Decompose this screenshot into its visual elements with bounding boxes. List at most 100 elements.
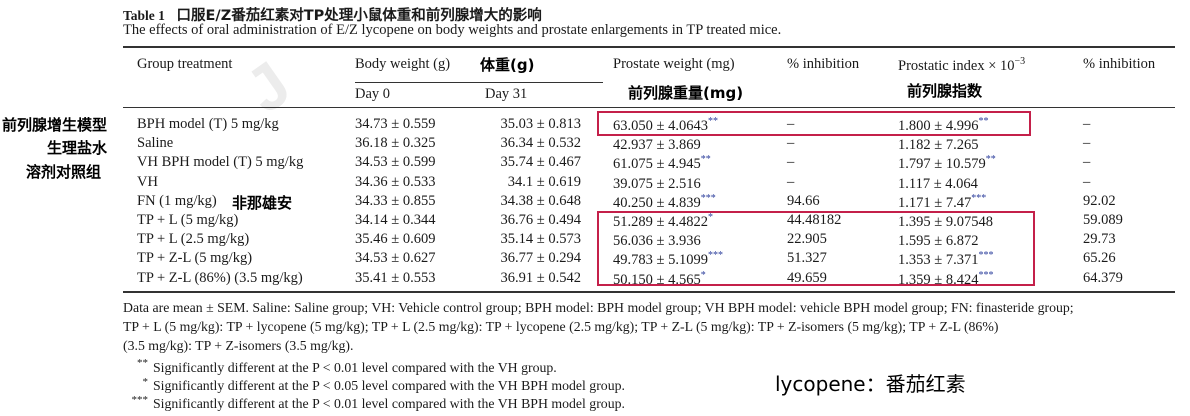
cell-inhibition-1: 22.905 (787, 231, 827, 248)
cell-day0-text: 36.18 ± 0.325 (355, 135, 436, 151)
cell-inhibition-1-text: 22.905 (787, 231, 827, 247)
cell-prostatic-index-text: 1.595 ± 6.872 (898, 232, 979, 249)
cell-inhibition-2-text: 65.26 (1083, 250, 1116, 266)
cell-inhibition-1: – (787, 154, 794, 171)
cell-day31: 34.38 ± 0.648 (485, 193, 581, 210)
cell-day31-text: 34.1 ± 0.619 (507, 174, 581, 190)
cell-group-text: VH (137, 174, 158, 190)
cell-inhibition-2: 92.02 (1083, 193, 1116, 210)
cell-inhibition-1-text: 44.48182 (787, 212, 842, 228)
cell-prostate-weight: 63.050 ± 4.0643** (613, 116, 718, 135)
cell-day31: 34.1 ± 0.619 (485, 174, 581, 191)
highlight-box-lycopene-groups (597, 211, 1035, 286)
cell-inhibition-1-text: – (787, 135, 795, 151)
cell-group: TP + Z-L (5 mg/kg) (137, 250, 252, 267)
cell-group: TP + Z-L (86%) (3.5 mg/kg) (137, 270, 303, 287)
cell-inhibition-2-text: – (1083, 154, 1091, 170)
cell-inhibition-2-text: – (1083, 174, 1091, 190)
cell-prostate-weight: 56.036 ± 3.936 (613, 231, 701, 250)
table-label: Table 1 (123, 8, 165, 23)
cell-inhibition-1-text: 51.327 (787, 250, 827, 266)
cell-group-text: TP + L (2.5 mg/kg) (137, 231, 250, 247)
cell-inhibition-2-text: 92.02 (1083, 193, 1116, 209)
cell-day31: 36.34 ± 0.532 (485, 135, 581, 152)
cell-group-text: TP + L (5 mg/kg) (137, 212, 239, 228)
cell-group-text: BPH model (T) 5 mg/kg (137, 116, 279, 132)
significance-mark: ** (978, 116, 989, 127)
header-prostate-weight: Prostate weight (mg) (613, 56, 735, 72)
sig-note-2: Significantly different at the P < 0.05 … (153, 378, 625, 393)
cell-inhibition-1-text: – (787, 154, 795, 170)
cell-prostate-weight: 49.783 ± 5.1099*** (613, 250, 723, 269)
cell-day0: 34.36 ± 0.533 (355, 174, 435, 191)
annotation-fn-zh: 非那雄安 (232, 194, 293, 212)
cell-inhibition-1: 51.327 (787, 250, 827, 267)
cell-prostate-weight: 50.150 ± 4.565* (613, 270, 706, 289)
sig-note-1: Significantly different at the P < 0.01 … (153, 360, 557, 375)
cell-prostate-weight: 42.937 ± 3.869 (613, 135, 701, 154)
cell-day0-text: 35.46 ± 0.609 (355, 231, 436, 247)
bottom-rule (123, 291, 1175, 293)
cell-prostate-weight-text: 63.050 ± 4.0643 (613, 117, 708, 134)
header-inhibition-2: % inhibition (1083, 56, 1156, 72)
header-day0: Day 0 (355, 86, 391, 102)
footnote-line-3: (3.5 mg/kg): TP + Z-isomers (3.5 mg/kg). (123, 338, 354, 353)
cell-day0: 34.53 ± 0.599 (355, 154, 435, 171)
cell-day0: 35.46 ± 0.609 (355, 231, 435, 248)
cell-group-text: VH BPH model (T) 5 mg/kg (137, 154, 304, 170)
cell-day0: 34.73 ± 0.559 (355, 116, 435, 133)
significance-mark: ** (700, 154, 711, 165)
cell-group-text: FN (1 mg/kg) (137, 193, 217, 209)
cell-day0: 34.53 ± 0.627 (355, 250, 435, 267)
cell-day31: 36.91 ± 0.542 (485, 270, 581, 287)
cell-prostate-weight-text: 61.075 ± 4.945 (613, 155, 701, 172)
cell-day0-text: 34.73 ± 0.559 (355, 116, 436, 132)
cell-prostatic-index: 1.595 ± 6.872 (898, 231, 978, 250)
cell-day31-text: 35.74 ± 0.467 (500, 154, 581, 170)
cell-group-text: TP + Z-L (86%) (3.5 mg/kg) (137, 270, 303, 286)
cell-inhibition-1: 49.659 (787, 270, 827, 287)
cell-day31: 35.74 ± 0.467 (485, 154, 581, 171)
cell-prostatic-index-text: 1.800 ± 4.996 (898, 117, 979, 134)
significance-mark: ** (707, 116, 718, 127)
header-group: Group treatment (137, 56, 233, 72)
sig-mark-1: ** (137, 357, 148, 369)
cell-inhibition-2-text: 29.73 (1083, 231, 1116, 247)
cell-prostatic-index-text: 1.182 ± 7.265 (898, 136, 979, 153)
cell-prostate-weight: 61.075 ± 4.945** (613, 154, 711, 173)
cell-group: VH BPH model (T) 5 mg/kg (137, 154, 303, 171)
cell-inhibition-1-text: – (787, 116, 795, 132)
significance-mark: *** (978, 250, 994, 261)
cell-inhibition-2-text: 59.089 (1083, 212, 1123, 228)
cell-group-text: TP + Z-L (5 mg/kg) (137, 250, 253, 266)
cell-day0: 36.18 ± 0.325 (355, 135, 435, 152)
table-caption: Table 1 口服E/Z番茄红素对TP处理小鼠体重和前列腺增大的影响 (123, 4, 542, 25)
cell-group: FN (1 mg/kg) (137, 193, 217, 210)
cell-day0-text: 34.33 ± 0.855 (355, 193, 436, 209)
footnote-line-2: TP + L (5 mg/kg): TP + lycopene (5 mg/kg… (123, 319, 999, 334)
body-weight-underline (355, 82, 603, 83)
cell-inhibition-1: – (787, 116, 794, 133)
cell-day0-text: 34.53 ± 0.627 (355, 250, 436, 266)
header-rule (123, 107, 1175, 108)
cell-day0-text: 34.53 ± 0.599 (355, 154, 436, 170)
cell-day31-text: 35.14 ± 0.573 (500, 231, 581, 247)
significance-mark: *** (707, 250, 723, 261)
cell-prostatic-index-text: 1.395 ± 9.07548 (898, 213, 993, 230)
annotation-prostatic-index-zh: 前列腺指数 (907, 82, 983, 100)
cell-inhibition-2: 64.379 (1083, 270, 1123, 287)
annotation-vh-zh: 溶剂对照组 (26, 163, 102, 181)
cell-prostate-weight-text: 39.075 ± 2.516 (613, 175, 701, 192)
significance-mark: ** (985, 154, 996, 165)
cell-prostate-weight-text: 42.937 ± 3.869 (613, 136, 701, 153)
cell-inhibition-2: 59.089 (1083, 212, 1123, 229)
cell-prostatic-index: 1.182 ± 7.265 (898, 135, 978, 154)
cell-day31: 36.77 ± 0.294 (485, 250, 581, 267)
cell-group: Saline (137, 135, 173, 152)
cell-prostatic-index: 1.797 ± 10.579** (898, 154, 996, 173)
cell-inhibition-1: 94.66 (787, 193, 820, 210)
significance-mark: *** (978, 270, 994, 281)
header-body-weight: Body weight (g) (355, 56, 451, 72)
top-rule (123, 46, 1175, 48)
annotation-prostate-weight-zh: 前列腺重量(mg) (628, 84, 744, 102)
